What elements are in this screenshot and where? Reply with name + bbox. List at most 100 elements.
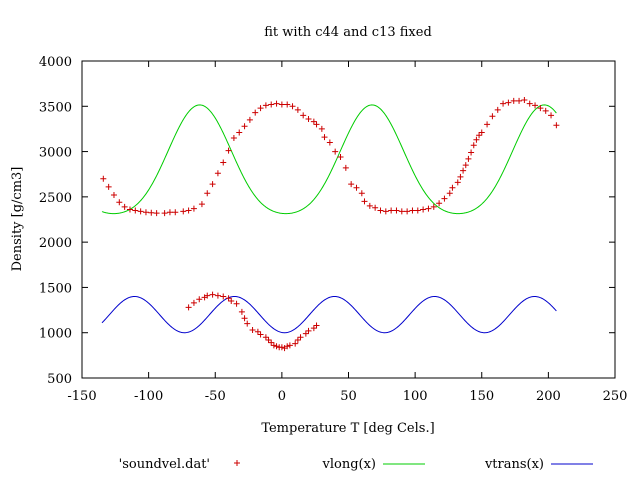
data-point — [209, 181, 216, 188]
x-tick-label: 0 — [278, 389, 286, 404]
data-point — [252, 109, 259, 116]
legend-marker-soundvel — [234, 460, 240, 466]
data-point — [220, 159, 227, 166]
data-point — [449, 184, 456, 191]
x-tick-label: 250 — [603, 389, 628, 404]
data-point — [257, 105, 264, 112]
data-point — [268, 339, 275, 346]
data-point — [185, 207, 192, 214]
legend-label-vlong: vlong(x) — [322, 457, 377, 472]
data-point — [553, 122, 560, 129]
data-point — [441, 195, 448, 202]
data-point — [121, 203, 128, 210]
data-point — [366, 202, 373, 209]
data-point — [166, 209, 173, 216]
data-point — [278, 344, 285, 351]
data-point — [214, 292, 221, 299]
data-point — [532, 102, 539, 109]
data-point — [225, 147, 232, 154]
data-point — [398, 208, 405, 215]
data-point — [548, 112, 555, 119]
data-point — [185, 304, 192, 311]
data-point — [310, 118, 317, 125]
y-tick-label: 1000 — [39, 327, 72, 342]
data-point — [420, 206, 427, 213]
vlong-curve — [101, 104, 557, 215]
data-point — [460, 167, 467, 174]
data-point — [172, 209, 179, 216]
data-point — [468, 149, 475, 156]
series-lines — [101, 104, 557, 334]
data-point — [473, 136, 480, 143]
data-point — [361, 198, 368, 205]
y-tick-label: 3500 — [39, 100, 72, 115]
data-point — [305, 327, 312, 334]
data-point — [132, 207, 139, 214]
data-point — [284, 343, 291, 350]
data-point — [342, 164, 349, 171]
data-point — [286, 342, 293, 349]
data-point — [204, 292, 211, 299]
data-point — [388, 207, 395, 214]
data-point — [268, 101, 275, 108]
data-point — [273, 343, 280, 350]
data-point — [454, 179, 461, 186]
data-point — [310, 325, 317, 332]
data-point — [214, 170, 221, 177]
data-point — [297, 334, 304, 341]
data-point — [382, 208, 389, 215]
legend-label-vtrans: vtrans(x) — [484, 457, 544, 472]
data-point — [358, 190, 365, 197]
data-point — [190, 205, 197, 212]
chart-title: fit with c44 and c13 fixed — [264, 25, 432, 40]
data-point — [332, 148, 339, 155]
data-point — [148, 209, 155, 216]
data-point — [142, 209, 149, 216]
data-point — [521, 96, 528, 103]
data-point — [353, 184, 360, 191]
data-point — [430, 203, 437, 210]
data-point — [425, 205, 432, 212]
data-point — [542, 107, 549, 114]
x-tick-label: 150 — [469, 389, 494, 404]
data-point — [377, 207, 384, 214]
data-point — [516, 97, 523, 104]
data-point — [230, 134, 237, 141]
data-point — [484, 121, 491, 128]
data-point — [262, 334, 269, 341]
data-point — [470, 142, 477, 149]
data-point — [246, 116, 253, 123]
data-point — [294, 336, 301, 343]
data-point — [284, 101, 291, 108]
data-point — [241, 315, 248, 322]
data-point — [257, 331, 264, 338]
data-point — [414, 207, 421, 214]
data-point — [116, 199, 123, 206]
data-point — [457, 173, 464, 180]
legend-label-soundvel: 'soundvel.dat' — [119, 457, 210, 472]
y-tick-label: 2500 — [39, 191, 72, 206]
data-point — [318, 125, 325, 132]
data-point — [305, 115, 312, 122]
data-point — [313, 121, 320, 128]
data-point — [289, 103, 296, 110]
data-point — [526, 100, 533, 107]
data-point — [241, 123, 248, 130]
data-point — [153, 210, 160, 217]
data-point — [436, 200, 443, 207]
data-point — [313, 322, 320, 329]
vtrans-curve — [101, 295, 557, 334]
data-point — [249, 326, 256, 333]
data-point — [270, 342, 277, 349]
data-point — [292, 340, 299, 347]
data-point — [110, 192, 117, 199]
y-tick-label: 3000 — [39, 146, 72, 161]
data-point — [190, 299, 197, 306]
y-tick-label: 500 — [47, 372, 72, 387]
data-point — [265, 336, 272, 343]
data-point — [462, 162, 469, 169]
data-point — [204, 190, 211, 197]
data-point — [348, 181, 355, 188]
data-point — [236, 129, 243, 136]
